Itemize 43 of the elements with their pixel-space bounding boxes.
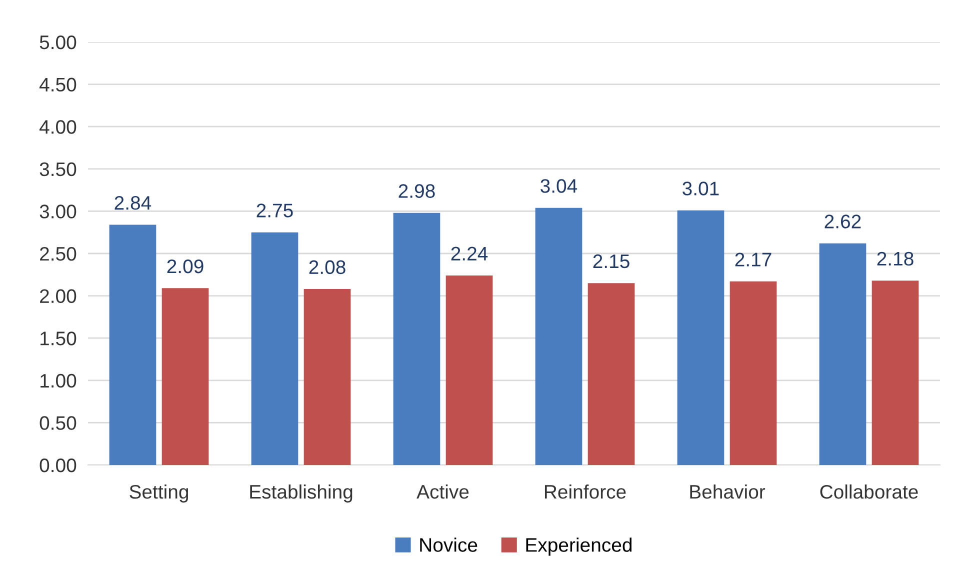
text: 0.00 xyxy=(40,458,76,472)
data-label: 3.01 xyxy=(682,182,719,196)
data-label: 2.75 xyxy=(256,204,293,218)
x-tick-label: Reinforce xyxy=(544,484,626,499)
bar xyxy=(872,280,919,465)
bar xyxy=(304,289,351,465)
x-tick-label: Active xyxy=(416,484,469,499)
text: 4.50 xyxy=(39,78,76,92)
x-tick-label: Behavior xyxy=(690,484,766,499)
data-label: 2.08 xyxy=(309,260,346,274)
bar xyxy=(446,275,493,465)
bar xyxy=(677,210,724,465)
text: 5.00 xyxy=(40,35,76,50)
legend-label: Experienced xyxy=(526,538,632,556)
data-label: 2.24 xyxy=(451,246,488,260)
text: 0.50 xyxy=(40,416,76,430)
x-tick-label: Collaborate xyxy=(820,484,918,499)
text: 4.00 xyxy=(39,120,76,134)
data-label: 2.62 xyxy=(824,214,861,228)
data-label: 2.98 xyxy=(398,184,435,198)
bar xyxy=(730,281,777,465)
data-label: 2.17 xyxy=(735,252,772,266)
bar xyxy=(162,288,209,465)
x-tick-label: Establishing xyxy=(250,484,352,503)
bar xyxy=(251,232,298,465)
bar xyxy=(588,283,635,465)
bar xyxy=(109,224,156,465)
x-tick-label: Setting xyxy=(130,484,188,503)
data-label: 3.04 xyxy=(540,179,578,193)
bar xyxy=(393,212,440,465)
text: 3.50 xyxy=(40,162,76,176)
data-label: 2.84 xyxy=(114,196,152,210)
bar xyxy=(535,208,582,465)
text: 2.50 xyxy=(40,246,76,261)
text: 1.00 xyxy=(40,374,76,388)
text: 3.00 xyxy=(40,204,76,218)
data-label: 2.18 xyxy=(877,252,914,266)
legend-label: Novice xyxy=(420,538,478,552)
text: 2.00 xyxy=(40,289,76,304)
bar xyxy=(819,243,866,465)
data-label: 2.15 xyxy=(593,254,630,268)
data-label: 2.09 xyxy=(167,259,204,274)
text: 1.50 xyxy=(40,332,76,346)
